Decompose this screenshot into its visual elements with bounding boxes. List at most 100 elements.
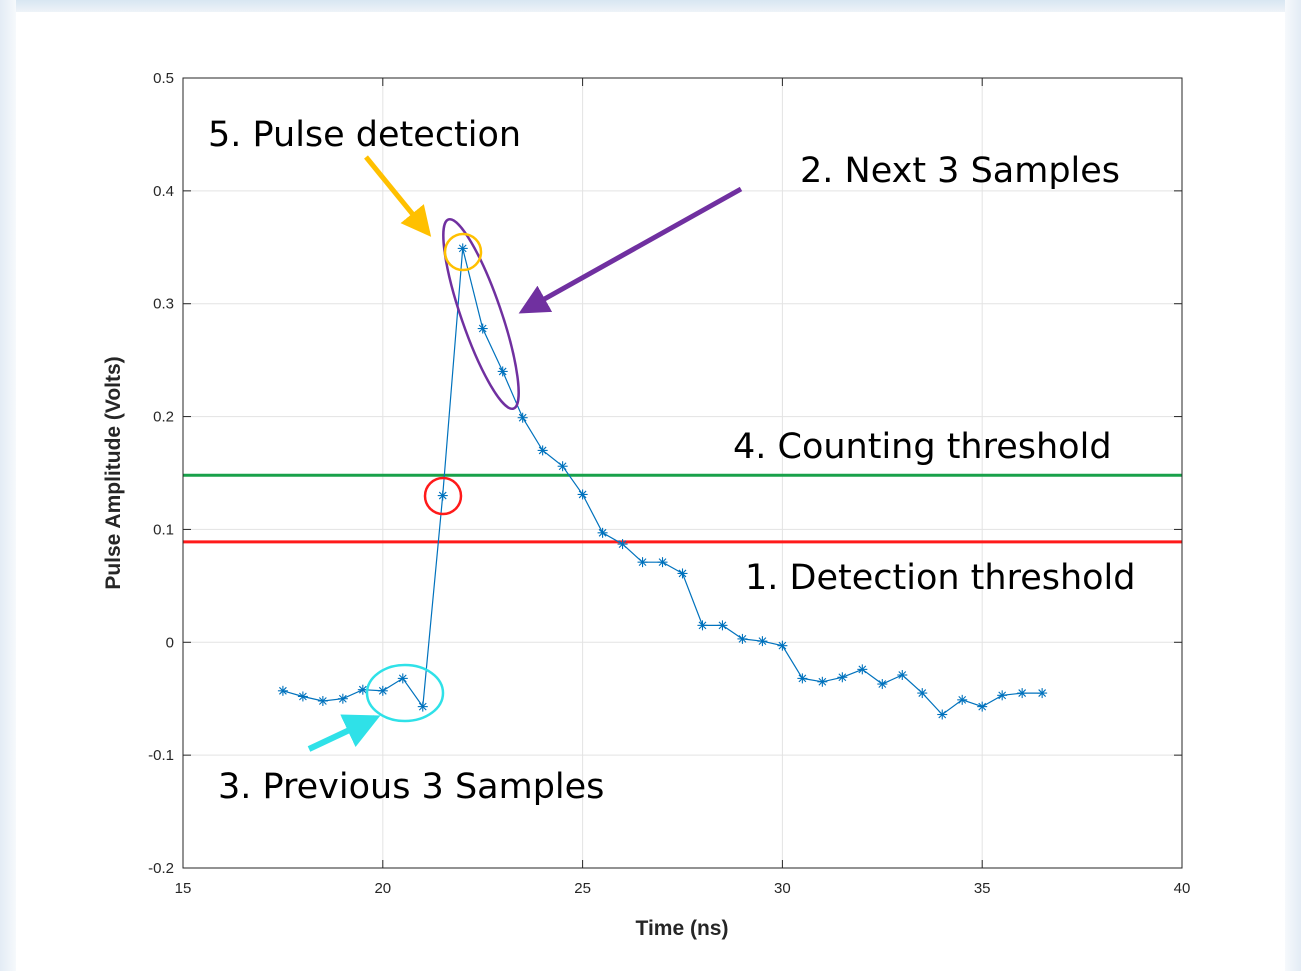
data-point-stroke (338, 694, 347, 703)
data-point (737, 633, 748, 644)
data-point-stroke (298, 692, 307, 701)
data-point-stroke (478, 324, 487, 333)
label-next-samples: 2. Next 3 Samples (800, 151, 1120, 191)
data-point (577, 489, 588, 500)
data-point-stroke (918, 689, 927, 697)
data-point-stroke (878, 680, 887, 688)
x-tick-label: 30 (774, 880, 791, 897)
axis-ticks: 15 20 25 30 35 40 -0.2 -0.1 0 0.1 0.2 0.3 0.4 0.5 (148, 70, 1190, 897)
y-tick-label: 0.2 (153, 409, 174, 426)
label-detection-threshold: 1. Detection threshold (745, 558, 1136, 598)
data-point (877, 679, 888, 690)
data-point (437, 490, 448, 501)
data-point (717, 620, 728, 631)
data-point-stroke (978, 702, 987, 711)
data-point-stroke (798, 674, 807, 683)
data-point-stroke (938, 710, 947, 719)
previous-samples-ellipse (365, 663, 445, 723)
data-point (977, 701, 988, 712)
y-tick-label: 0 (166, 634, 174, 651)
data-point (517, 412, 528, 423)
data-point (857, 664, 868, 675)
data-point (637, 557, 648, 568)
data-point (497, 366, 508, 377)
x-tick-label: 35 (974, 880, 991, 897)
data-point-stroke (1018, 689, 1027, 697)
y-tick-label: 0.5 (153, 70, 174, 87)
data-point (377, 685, 388, 696)
next-samples-ellipse (442, 217, 520, 411)
data-point (897, 670, 908, 681)
x-tick-label: 25 (574, 880, 591, 897)
data-point (537, 445, 548, 456)
data-point (617, 539, 628, 550)
next-samples-arrow (518, 186, 743, 314)
data-point-stroke (858, 665, 867, 674)
data-point (657, 557, 668, 568)
data-point-stroke (698, 621, 707, 630)
label-previous-samples: 3. Previous 3 Samples (218, 767, 604, 807)
data-point (477, 323, 488, 334)
plot-frame (182, 77, 1183, 869)
data-point-stroke (358, 685, 367, 694)
previous-samples-arrow (307, 714, 381, 752)
data-point (297, 691, 308, 702)
y-tick-label: -0.1 (148, 747, 174, 764)
data-point-stroke (718, 621, 727, 630)
data-point-stroke (818, 677, 827, 686)
data-point-stroke (558, 462, 567, 471)
x-tick-label: 40 (1174, 880, 1191, 897)
data-point (557, 461, 568, 472)
plot-area (183, 78, 1182, 868)
data-point-stroke (738, 635, 747, 643)
detection-sample-circle (423, 476, 463, 516)
data-point (937, 709, 948, 720)
data-point-stroke (498, 367, 507, 376)
data-point-stroke (778, 641, 787, 650)
thresholds (183, 473, 1182, 544)
x-tick-label: 20 (374, 880, 391, 897)
data-point-stroke (538, 446, 547, 455)
data-point-stroke (598, 528, 607, 537)
data-point (837, 672, 848, 683)
data-point-stroke (378, 686, 387, 695)
data-point (597, 527, 608, 538)
x-axis-title: Time (ns) (636, 917, 729, 940)
data-point (1017, 688, 1028, 699)
data-point (777, 640, 788, 651)
data-point-stroke (418, 702, 427, 711)
data-point-stroke (958, 695, 967, 704)
y-tick-label: -0.2 (148, 860, 174, 877)
data-point (957, 694, 968, 705)
data-point (337, 693, 348, 704)
data-point-stroke (578, 490, 587, 499)
data-point (697, 620, 708, 631)
data-point (457, 243, 468, 254)
data-point-stroke (518, 413, 527, 422)
background-right-edge (1285, 0, 1301, 971)
data-point (797, 673, 808, 684)
data-point (677, 568, 688, 579)
annotations: 5. Pulse detection 2. Next 3 Samples 4. … (208, 115, 1136, 807)
data-point (757, 636, 768, 647)
data-point (917, 688, 928, 699)
y-tick-label: 0.4 (153, 183, 174, 200)
data-point-stroke (898, 671, 907, 679)
data-point-stroke (318, 697, 327, 705)
data-point (817, 676, 828, 687)
y-tick-label: 0.3 (153, 296, 174, 313)
data-point-stroke (658, 558, 667, 567)
data-point-stroke (438, 491, 447, 500)
data-point (397, 673, 408, 684)
pulse-detection-circle (443, 232, 483, 272)
y-tick-label: 0.1 (153, 521, 174, 538)
label-pulse-detection: 5. Pulse detection (208, 115, 521, 155)
data-point-stroke (618, 540, 627, 548)
data-point (277, 685, 288, 696)
data-point (1037, 688, 1048, 699)
y-axis-title: Pulse Amplitude (Volts) (102, 356, 125, 589)
data-point-stroke (1038, 689, 1047, 697)
data-point-stroke (758, 637, 767, 646)
label-counting-threshold: 4. Counting threshold (733, 427, 1112, 467)
